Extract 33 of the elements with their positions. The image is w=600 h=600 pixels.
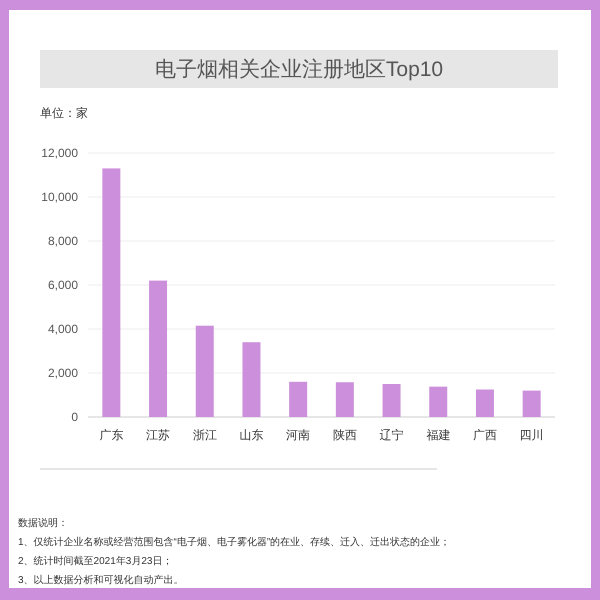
x-tick-label: 河南 [286,428,310,442]
bar [149,280,168,417]
bar [522,390,541,417]
text: 1、仅统计企业名称或经营范围包含“电子烟、电子雾化器”的在业、存续、迁入、迁出状态的企业； [18,536,450,548]
bar [102,168,120,417]
x-tick-label: 四川 [520,428,544,442]
chart-title: 电子烟相关企业注册地区Top10 [154,58,444,81]
y-tick-label: 8,000 [48,234,78,248]
y-axis-title: 单位：家 [40,106,88,120]
y-tick-label: 6,000 [48,278,78,292]
x-tick-label: 辽宁 [380,428,404,442]
x-tick-label: 江苏 [146,428,170,442]
text: 2、统计时间截至2021年3月23日； [18,555,172,567]
y-tick-label: 4,000 [48,322,78,336]
x-tick-label: 山东 [239,428,264,442]
bar [429,386,448,417]
x-tick-label: 浙江 [192,428,217,442]
text: 数据说明： [18,517,68,529]
x-tick-label: 广西 [472,428,497,442]
x-tick-label: 广东 [99,428,124,442]
y-tick-label: 12,000 [41,146,78,160]
bar [476,390,494,417]
y-tick-label: 10,000 [41,190,78,204]
text: 3、以上数据分析和可视化自动产出。 [18,574,184,586]
bar [382,384,401,417]
bar [196,326,214,417]
bar [336,382,354,417]
y-tick-label: 2,000 [48,366,78,380]
x-tick-label: 福建 [426,428,450,442]
bar [242,342,260,417]
x-tick-label: 陕西 [332,428,357,442]
y-tick-label: 0 [71,410,78,424]
bar [289,382,308,417]
